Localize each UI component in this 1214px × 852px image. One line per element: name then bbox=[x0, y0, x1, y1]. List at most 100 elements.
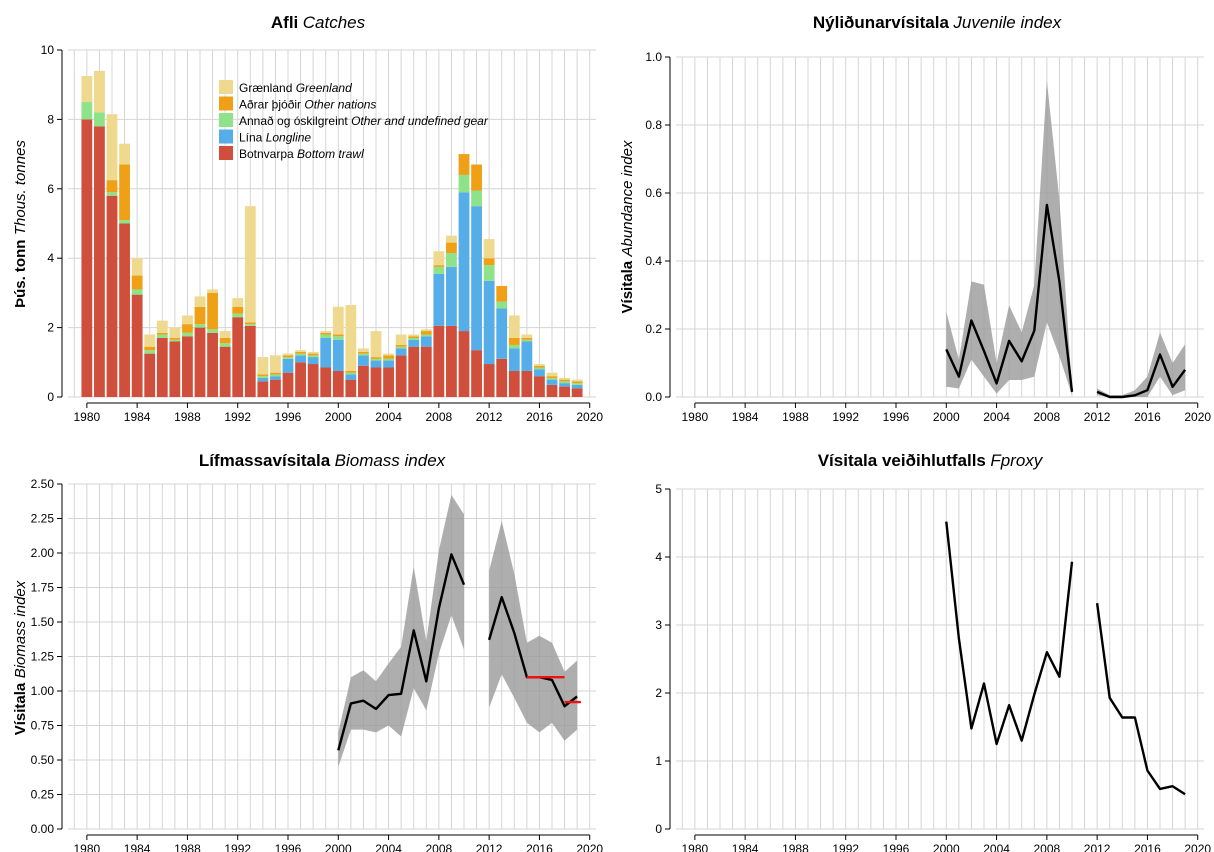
bar-segment bbox=[458, 192, 470, 332]
bar-segment bbox=[521, 341, 533, 371]
bar-segment bbox=[446, 266, 457, 326]
series-line bbox=[945, 203, 1074, 393]
bar-segment bbox=[483, 258, 495, 266]
bar-segment bbox=[471, 350, 482, 397]
bar-segment bbox=[446, 252, 457, 267]
bar-segment bbox=[232, 306, 244, 314]
series bbox=[945, 80, 1187, 399]
x-tick-label: 1984 bbox=[732, 842, 759, 852]
bar-segment bbox=[370, 358, 382, 361]
bar-segment bbox=[232, 298, 244, 307]
bar-segment bbox=[383, 353, 394, 356]
bar-segment bbox=[295, 355, 306, 363]
bar-segment bbox=[534, 365, 545, 368]
x-tick-label: 2000 bbox=[325, 410, 352, 424]
bar-segment bbox=[571, 379, 583, 382]
bar-segment bbox=[295, 351, 306, 354]
y-tick-label: 10 bbox=[41, 43, 55, 57]
bar-segment bbox=[144, 350, 156, 354]
bar-segment bbox=[483, 265, 495, 281]
bar-segment bbox=[119, 223, 130, 397]
bar-segment bbox=[408, 334, 420, 337]
x-tick-label: 2016 bbox=[526, 410, 553, 424]
bar-segment bbox=[156, 334, 168, 339]
bar-segment bbox=[420, 346, 432, 397]
bar-segment bbox=[332, 336, 344, 340]
bar-segment bbox=[144, 353, 156, 397]
bar-segment bbox=[94, 112, 105, 127]
bar-segment bbox=[433, 265, 445, 267]
bar-segment bbox=[332, 339, 344, 371]
y-tick-label: 1.0 bbox=[645, 50, 662, 64]
y-tick-label: 8 bbox=[47, 112, 54, 126]
bar-segment bbox=[207, 329, 218, 333]
confidence-band bbox=[946, 80, 1072, 396]
bar-segment bbox=[420, 336, 432, 347]
bar-segment bbox=[194, 296, 206, 307]
bar-segment bbox=[534, 364, 545, 366]
bar-segment bbox=[496, 358, 508, 397]
panel-biomass-ylabel: Vísitala Biomass index bbox=[12, 580, 29, 735]
bar-segment bbox=[169, 339, 181, 342]
bar-segment bbox=[219, 338, 231, 344]
bar-segment bbox=[534, 376, 545, 397]
x-tick-label: 1984 bbox=[124, 410, 151, 424]
y-tick-label: 2 bbox=[655, 686, 662, 700]
x-tick-label: 1988 bbox=[782, 410, 809, 424]
x-tick-label: 2012 bbox=[1084, 410, 1111, 424]
bar-segment bbox=[244, 206, 256, 323]
bar-segment bbox=[207, 332, 218, 397]
x-tick-label: 2004 bbox=[983, 842, 1010, 852]
y-tick-label: 2.50 bbox=[31, 477, 55, 491]
bar-segment bbox=[408, 336, 420, 339]
legend-swatch bbox=[219, 129, 233, 144]
x-tick-label: 1996 bbox=[883, 410, 910, 424]
bar-segment bbox=[433, 273, 445, 326]
bar-segment bbox=[345, 374, 357, 380]
bar-segment bbox=[446, 325, 457, 397]
series-line bbox=[945, 521, 1074, 746]
panel-juvenile-ylabel: Vísitala Abundance index bbox=[619, 140, 636, 313]
bar-segment bbox=[131, 258, 143, 276]
bar-segment bbox=[358, 351, 369, 354]
bar-segment bbox=[257, 381, 269, 397]
y-tick-label: 0 bbox=[47, 390, 54, 404]
bar-segment bbox=[320, 332, 332, 335]
x-tick-label: 1984 bbox=[124, 842, 151, 852]
bar-segment bbox=[257, 377, 269, 382]
bar-segment bbox=[408, 339, 420, 347]
x-tick-label: 2000 bbox=[933, 410, 960, 424]
x-tick-label: 1996 bbox=[275, 842, 302, 852]
bar-segment bbox=[307, 364, 319, 397]
bar-segment bbox=[395, 334, 407, 345]
panel-catches-ylabel: Þús. tonn Thous. tonnes bbox=[12, 140, 29, 308]
x-tick-label: 1988 bbox=[782, 842, 809, 852]
bar-segment bbox=[307, 353, 319, 356]
bar-segment bbox=[169, 327, 181, 339]
bar-segment bbox=[395, 344, 407, 347]
x-tick-label: 2008 bbox=[426, 842, 453, 852]
bar-segment bbox=[508, 370, 520, 397]
y-tick-label: 0.00 bbox=[31, 822, 55, 836]
bar-segment bbox=[81, 76, 93, 103]
bar-segment bbox=[370, 331, 382, 358]
bar-segment bbox=[207, 292, 218, 330]
x-tick-label: 2000 bbox=[325, 842, 352, 852]
bar-segment bbox=[395, 346, 407, 349]
bar-segment bbox=[232, 317, 244, 397]
bar-segment bbox=[546, 376, 558, 378]
y-tick-label: 2 bbox=[47, 321, 54, 335]
x-tick-label: 1992 bbox=[224, 842, 251, 852]
y-tick-label: 4 bbox=[47, 251, 54, 265]
bar-segment bbox=[282, 355, 294, 358]
bar-segment bbox=[571, 384, 583, 389]
series-line bbox=[1095, 603, 1186, 796]
y-tick-label: 5 bbox=[655, 482, 662, 496]
bar-segment bbox=[156, 332, 168, 335]
series bbox=[945, 521, 1186, 796]
confidence-band bbox=[1097, 332, 1186, 397]
bar-segment bbox=[156, 338, 168, 397]
bar-segment bbox=[282, 353, 294, 356]
bar-segment bbox=[106, 180, 118, 193]
